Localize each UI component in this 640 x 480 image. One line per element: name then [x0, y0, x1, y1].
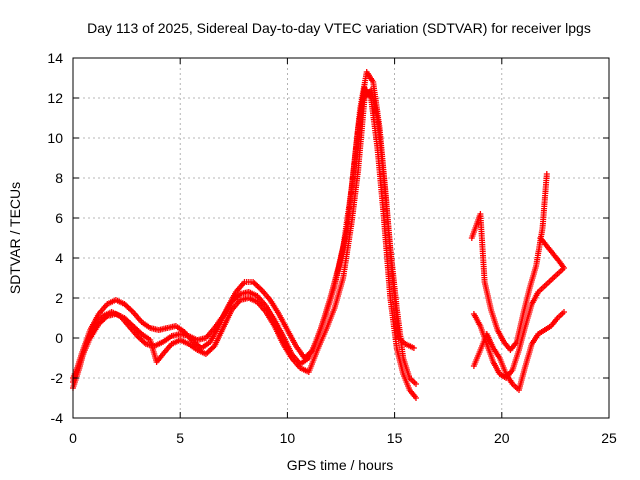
data-point	[413, 395, 419, 401]
data-layer	[70, 69, 567, 401]
y-tick-label: 4	[55, 250, 63, 266]
x-tick-label: 25	[601, 430, 617, 446]
y-tick-label: 2	[55, 290, 63, 306]
y-tick-label: 0	[55, 330, 63, 346]
data-point	[413, 381, 419, 387]
data-point	[561, 309, 567, 315]
data-point	[537, 235, 544, 241]
x-tick-label: 5	[176, 430, 184, 446]
y-tick-label: 6	[55, 210, 63, 226]
x-tick-label: 0	[69, 430, 77, 446]
x-tick-label: 15	[387, 430, 403, 446]
data-point	[410, 345, 417, 351]
plot-frame	[72, 57, 610, 419]
y-tick-label: 12	[47, 90, 63, 106]
series-track-f	[470, 235, 567, 381]
y-tick-label: 14	[47, 50, 63, 66]
y-tick-label: 8	[55, 170, 63, 186]
x-axis-label: GPS time / hours	[287, 457, 394, 473]
y-tick-label: -2	[51, 370, 64, 386]
tick-layer: 0 5 10 15 20 25 -4 -2 0 2 4 6 8 10 12 14	[47, 50, 617, 446]
series-track-a	[70, 85, 419, 401]
data-point	[543, 171, 550, 177]
x-tick-label: 10	[280, 430, 296, 446]
y-tick-label: 10	[47, 130, 63, 146]
y-tick-label: -4	[51, 410, 64, 426]
series-track-e	[468, 171, 550, 353]
x-tick-label: 20	[494, 430, 510, 446]
y-axis-label: SDTVAR / TECUs	[7, 182, 23, 294]
chart-title: Day 113 of 2025, Sidereal Day-to-day VTE…	[87, 20, 591, 36]
series-track-c	[70, 87, 419, 387]
